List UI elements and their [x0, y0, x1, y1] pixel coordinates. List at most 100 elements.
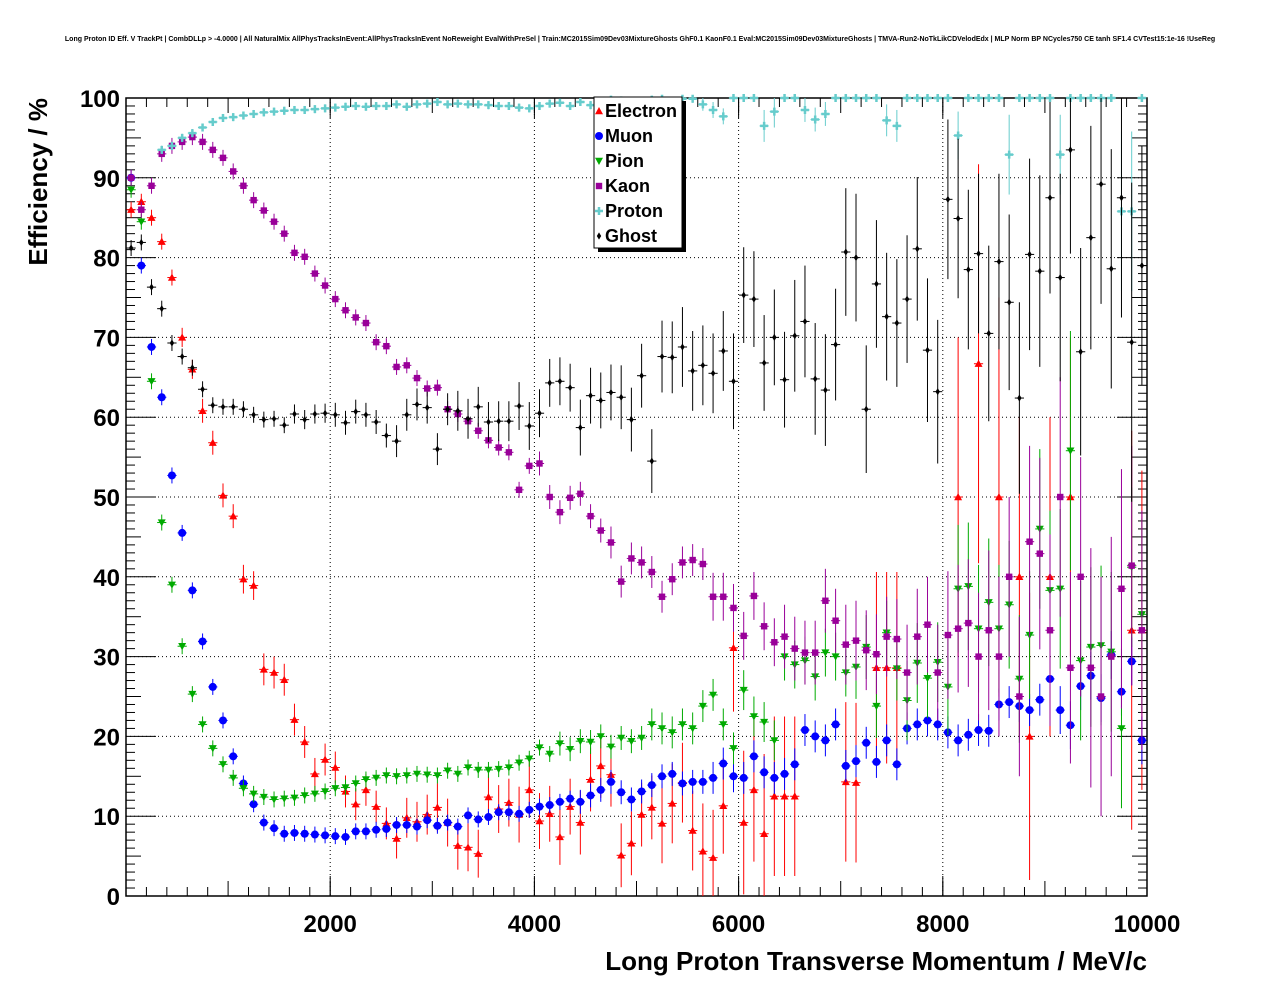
ghost-point: [618, 393, 624, 401]
legend-label-proton: Proton: [605, 201, 663, 221]
proton-point: [1056, 150, 1065, 159]
ghost-point: [1109, 265, 1114, 273]
ghost-point: [394, 437, 399, 445]
ghost-point: [516, 402, 522, 410]
proton-point: [780, 94, 789, 102]
kaon-point: [944, 631, 952, 639]
muon-point: [719, 759, 728, 768]
muon-point: [392, 820, 401, 829]
muon-point: [1035, 695, 1044, 704]
kaon-point: [1128, 562, 1135, 569]
muon-point: [637, 787, 646, 796]
muon-point: [1025, 706, 1034, 715]
proton-point: [402, 102, 411, 111]
proton-point: [688, 94, 697, 103]
muon-point: [443, 818, 452, 827]
ghost-point: [792, 332, 797, 340]
pion-point: [290, 794, 299, 802]
electron-point: [137, 197, 146, 205]
x-tick-label: 8000: [916, 911, 969, 938]
kaon-point: [863, 647, 870, 654]
kaon-point: [219, 154, 227, 162]
pion-point: [310, 790, 319, 798]
pion-point: [545, 750, 554, 758]
pion-point: [872, 702, 881, 711]
muon-point: [331, 832, 340, 841]
kaon-point: [311, 270, 319, 277]
ghost-point: [761, 359, 767, 367]
pion-point: [515, 759, 524, 767]
ghost-point: [731, 377, 736, 385]
muon-point: [709, 773, 718, 782]
muon-point: [1005, 698, 1014, 707]
proton-point: [188, 129, 197, 138]
proton-point: [1046, 94, 1055, 102]
electron-point: [351, 800, 360, 808]
electron-point: [545, 809, 554, 818]
kaon-point: [750, 592, 758, 600]
kaon-point: [1057, 493, 1064, 501]
ghost-point: [200, 385, 205, 393]
muon-point: [423, 816, 432, 825]
proton-point: [709, 105, 718, 114]
pion-point: [525, 755, 534, 763]
muon-point: [729, 772, 738, 781]
pion-point: [749, 713, 758, 721]
ghost-point: [373, 418, 379, 426]
ghost-point: [343, 419, 348, 427]
electron-point: [749, 785, 758, 794]
pion-point: [566, 745, 575, 754]
electron-point: [637, 810, 646, 818]
pion-point: [351, 780, 360, 788]
kaon-point: [423, 385, 431, 392]
kaon-point: [270, 218, 278, 225]
pion-point: [586, 738, 595, 746]
ghost-point: [874, 280, 879, 288]
y-tick-label: 70: [93, 325, 120, 352]
kaon-point: [709, 593, 717, 600]
muon-point: [647, 781, 656, 790]
kaon-point: [1118, 585, 1125, 592]
y-tick-label: 90: [93, 166, 120, 193]
proton-point: [800, 105, 809, 114]
electron-point: [790, 792, 799, 800]
muon-point: [964, 730, 973, 739]
muon-point: [892, 760, 901, 769]
kaon-point: [393, 363, 400, 371]
kaon-point: [965, 619, 972, 627]
kaon-point: [260, 207, 268, 214]
electron-point: [331, 763, 340, 771]
proton-point: [831, 94, 840, 102]
pion-point: [719, 721, 728, 729]
kaon-point: [372, 338, 380, 346]
kaon-point: [127, 174, 135, 181]
proton-point: [566, 101, 575, 110]
pion-point: [259, 793, 268, 802]
pion-point: [453, 770, 462, 778]
muon-point: [576, 797, 585, 806]
kaon-point: [148, 182, 155, 189]
ghost-point: [292, 410, 297, 418]
pion-point: [760, 718, 769, 727]
pion-point: [474, 766, 483, 774]
ghost-point: [251, 411, 256, 419]
y-tick-label: 10: [93, 804, 120, 831]
ghost-point: [1058, 273, 1063, 282]
ghost-point: [231, 403, 236, 411]
kaon-point: [434, 384, 441, 391]
x-tick-label: 6000: [712, 911, 765, 938]
ghost-point: [486, 418, 491, 426]
y-tick-label: 40: [93, 565, 120, 592]
kaon-point: [740, 632, 747, 640]
proton-point: [412, 100, 421, 109]
muon-point: [770, 773, 779, 782]
muon-point: [617, 788, 626, 797]
pion-point: [423, 771, 432, 779]
ghost-point: [966, 265, 971, 274]
pion-point: [647, 721, 656, 729]
kaon-point: [1026, 538, 1033, 545]
muon-point: [280, 829, 289, 838]
kaon-point: [811, 649, 819, 656]
pion-point: [392, 773, 401, 781]
pion-point: [239, 785, 248, 793]
